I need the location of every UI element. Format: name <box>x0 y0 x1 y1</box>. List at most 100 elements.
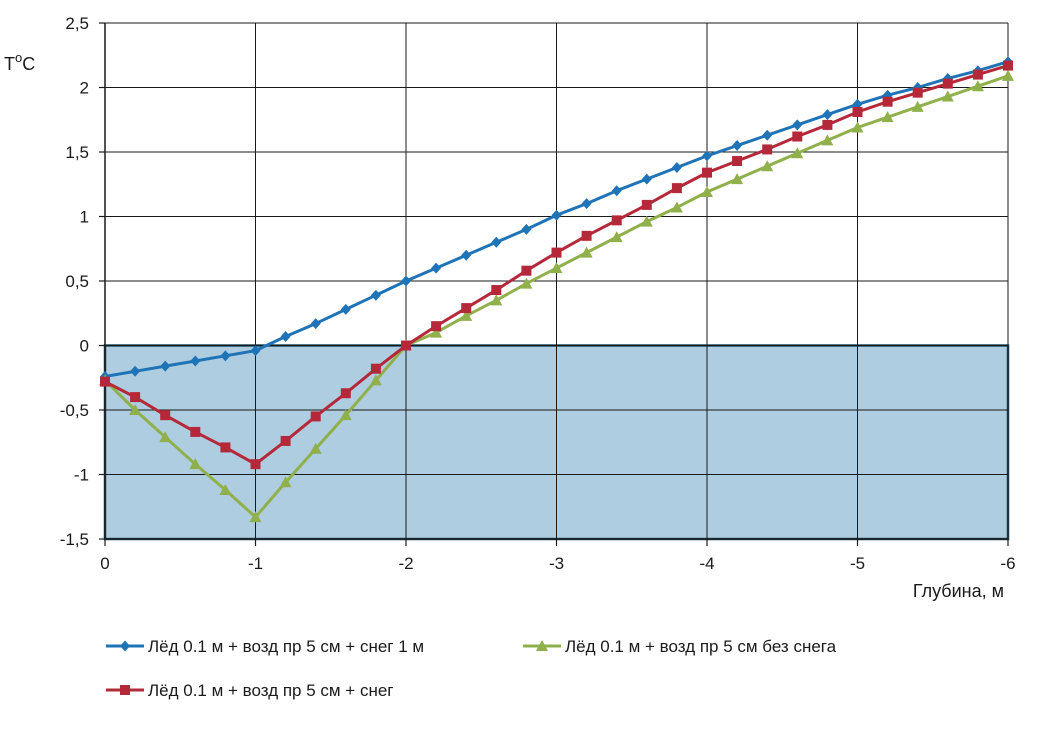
data-point-triangle <box>761 160 774 172</box>
legend-item: Лёд 0.1 м + возд пр 5 см + снег <box>106 681 394 700</box>
legend-label: Лёд 0.1 м + возд пр 5 см + снег <box>148 681 394 700</box>
y-tick-label: -0,5 <box>60 401 89 420</box>
x-axis-title: Глубина, м <box>913 581 1004 601</box>
data-point-square <box>852 107 863 118</box>
data-point-triangle <box>219 483 232 495</box>
data-point-diamond <box>130 365 141 377</box>
data-point-square <box>220 442 231 453</box>
data-point-square <box>671 183 682 194</box>
data-point-diamond <box>431 262 442 274</box>
data-point-triangle <box>159 431 172 443</box>
data-point-square <box>401 340 411 351</box>
legend-item: Лёд 0.1 м + возд пр 5 см + снег 1 м <box>106 637 424 656</box>
tick-labels: 0 -1 -2 -3 -4 -5 -6 -1,5 -1 -0,5 0 0,5 1 1,5 2 2,5 <box>60 14 1016 573</box>
data-point-triangle <box>881 111 894 123</box>
legend-label: Лёд 0.1 м + возд пр 5 см без снега <box>565 637 837 656</box>
data-point-triangle <box>731 173 744 185</box>
y-axis-title-unit: C <box>22 54 35 74</box>
data-point-square <box>340 388 351 399</box>
data-point-square <box>912 87 923 98</box>
data-point-square <box>280 435 291 446</box>
y-axis-title: ToC <box>4 50 35 74</box>
data-point-diamond <box>762 129 773 141</box>
data-point-triangle <box>189 458 202 470</box>
data-point-diamond <box>611 185 622 197</box>
data-point-triangle <box>369 374 382 386</box>
data-point-triangle <box>129 404 142 415</box>
data-point-square <box>882 96 893 107</box>
data-point-square <box>250 459 261 470</box>
x-tick-label: -3 <box>549 554 564 573</box>
y-axis-title-sup: o <box>15 50 22 65</box>
data-point-triangle <box>610 231 623 243</box>
x-tick-label: -4 <box>699 554 714 573</box>
data-point-triangle <box>640 215 653 227</box>
legend-item: Лёд 0.1 м + возд пр 5 см без снега <box>523 637 837 656</box>
y-tick-label: 0 <box>80 337 89 356</box>
y-tick-label: 1 <box>80 208 89 227</box>
data-point-triangle <box>941 90 954 102</box>
data-point-diamond <box>732 140 743 152</box>
y-tick-label: 2 <box>80 79 89 98</box>
data-point-square <box>491 285 502 296</box>
data-point-square <box>581 230 592 241</box>
data-point-square <box>431 321 442 332</box>
data-point-triangle <box>279 476 292 488</box>
data-point-diamond <box>671 161 682 173</box>
data-point-diamond <box>792 119 803 131</box>
data-point-diamond <box>702 150 712 162</box>
data-point-triangle <box>670 201 683 213</box>
data-point-square <box>732 156 743 167</box>
data-point-diamond <box>551 209 562 221</box>
data-point-square <box>792 131 803 142</box>
x-tick-label: 0 <box>100 554 109 573</box>
data-point-square <box>822 119 833 130</box>
data-point-diamond <box>250 345 261 357</box>
y-tick-label: 0,5 <box>65 272 89 291</box>
data-point-square <box>461 303 472 314</box>
x-tick-label: -1 <box>248 554 263 573</box>
data-point-square <box>521 265 532 276</box>
data-point-triangle <box>791 147 804 159</box>
data-point-square <box>641 199 652 210</box>
y-tick-label: 1,5 <box>65 143 89 162</box>
series-2 <box>99 69 1014 523</box>
y-tick-label: -1,5 <box>60 530 89 549</box>
legend-label: Лёд 0.1 м + возд пр 5 см + снег 1 м <box>148 637 424 656</box>
data-point-triangle <box>1002 69 1014 81</box>
data-point-triangle <box>580 246 593 258</box>
data-point-square <box>972 69 983 80</box>
data-point-diamond <box>310 318 321 330</box>
data-point-square <box>130 392 141 403</box>
data-point-diamond <box>641 173 652 185</box>
data-point-triangle <box>911 100 924 112</box>
data-point-square <box>1003 60 1013 71</box>
data-point-diamond <box>280 330 291 342</box>
x-tick-label: -5 <box>850 554 865 573</box>
data-point-triangle <box>490 294 503 306</box>
data-point-square <box>160 410 171 421</box>
data-point-diamond <box>370 289 381 301</box>
data-point-diamond <box>491 236 502 248</box>
data-point-square <box>370 363 381 374</box>
data-point-diamond <box>581 198 592 210</box>
data-point-square <box>611 215 622 226</box>
data-point-triangle <box>851 121 864 133</box>
data-point-square <box>762 144 773 155</box>
series-layer <box>99 56 1014 523</box>
y-tick-label: 2,5 <box>65 14 89 33</box>
y-tick-label: -1 <box>74 466 89 485</box>
data-point-triangle <box>550 262 563 274</box>
data-point-diamond <box>822 109 833 121</box>
legend: Лёд 0.1 м + возд пр 5 см + снег 1 м Лёд 0… <box>106 637 837 700</box>
data-point-triangle <box>971 80 984 92</box>
data-point-square <box>551 247 562 258</box>
data-point-square <box>190 426 201 437</box>
series-1 <box>100 56 1013 382</box>
data-point-diamond <box>220 350 231 362</box>
data-point-triangle <box>339 409 352 421</box>
x-tick-label: -6 <box>1000 554 1015 573</box>
data-point-triangle <box>701 185 713 197</box>
data-point-diamond <box>461 249 472 261</box>
